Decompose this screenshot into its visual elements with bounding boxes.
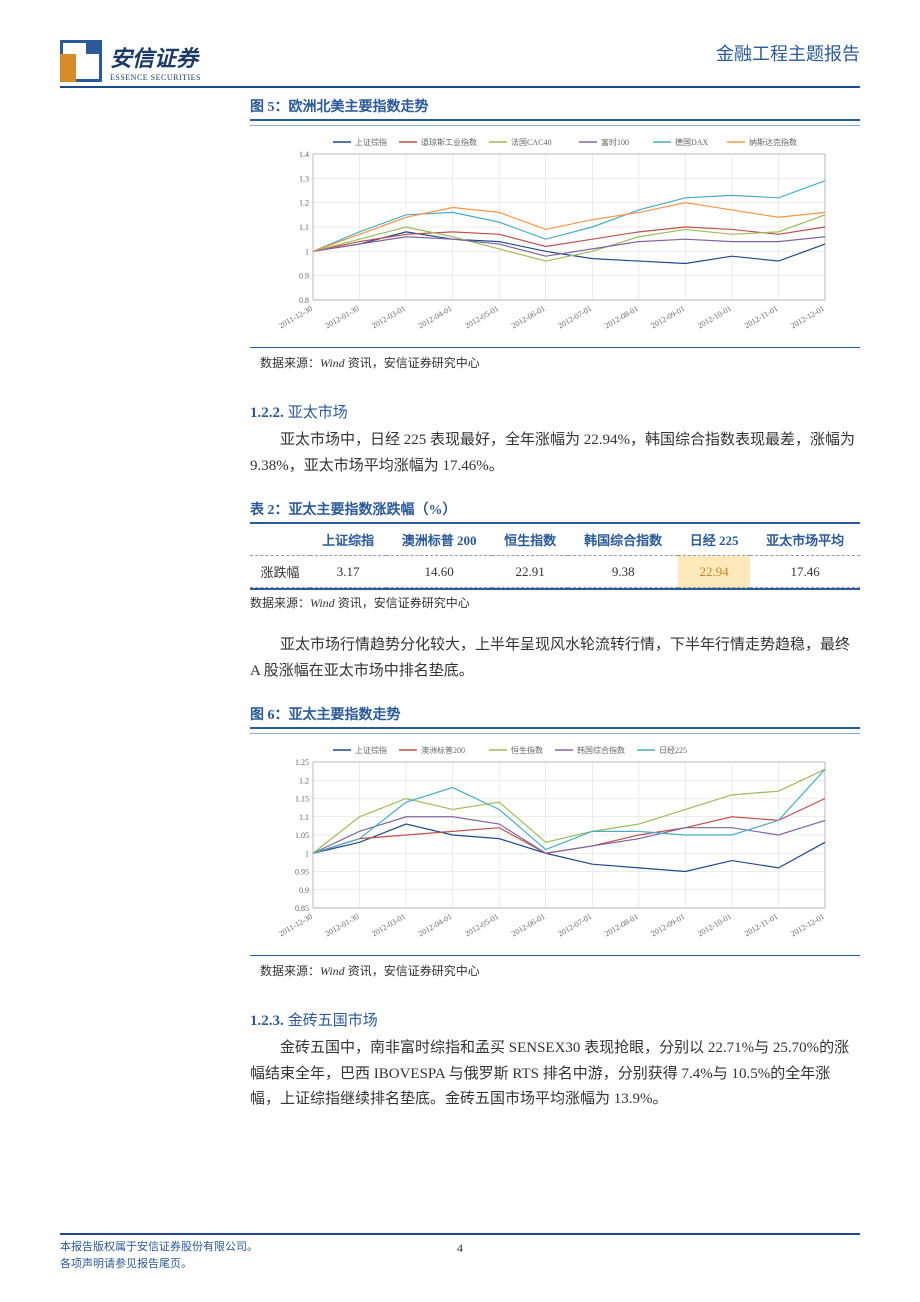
- sect-123-title: 金砖五国市场: [288, 1013, 378, 1029]
- footer: 本报告版权属于安信证券股份有限公司。 各项声明请参见报告尾页。 4: [60, 1233, 860, 1272]
- svg-text:2012-01-30: 2012-01-30: [324, 304, 361, 330]
- svg-text:2012-09-01: 2012-09-01: [650, 912, 687, 938]
- logo-en: ESSENCE SECURITIES: [110, 73, 201, 82]
- footer-line2: 各项声明请参见报告尾页。: [60, 1256, 258, 1273]
- svg-text:0.9: 0.9: [299, 272, 309, 281]
- fig6-source: 数据来源：Wind 资讯，安信证券研究中心: [250, 962, 860, 979]
- svg-text:2012-05-01: 2012-05-01: [463, 912, 500, 938]
- sect-122-title: 亚太市场: [288, 405, 348, 421]
- svg-text:1.1: 1.1: [299, 223, 309, 232]
- fig5-source: 数据来源：Wind 资讯，安信证券研究中心: [250, 354, 860, 371]
- svg-text:德国DAX: 德国DAX: [675, 137, 709, 147]
- svg-text:法国CAC40: 法国CAC40: [511, 137, 551, 147]
- page-header: 安信证券 ESSENCE SECURITIES 金融工程主题报告: [60, 40, 860, 88]
- svg-text:2011-12-30: 2011-12-30: [277, 912, 314, 938]
- svg-text:2012-10-01: 2012-10-01: [696, 304, 733, 330]
- svg-text:1: 1: [305, 247, 309, 256]
- svg-text:上证综指: 上证综指: [355, 137, 387, 147]
- svg-text:2011-12-30: 2011-12-30: [277, 304, 314, 330]
- svg-text:1.15: 1.15: [295, 795, 309, 804]
- footer-line1: 本报告版权属于安信证券股份有限公司。: [60, 1239, 258, 1256]
- svg-text:恒生指数: 恒生指数: [511, 745, 543, 755]
- logo-cn: 安信证券: [110, 41, 201, 73]
- svg-text:1: 1: [305, 849, 309, 858]
- svg-text:2012-07-01: 2012-07-01: [556, 304, 593, 330]
- svg-text:富时100: 富时100: [601, 137, 629, 147]
- svg-text:上证综指: 上证综指: [355, 745, 387, 755]
- svg-text:2012-03-01: 2012-03-01: [370, 912, 407, 938]
- svg-text:韩国综合指数: 韩国综合指数: [577, 745, 625, 755]
- para-after-table: 亚太市场行情趋势分化较大，上半年呈现风水轮流转行情，下半年行情走势趋稳，最终 A…: [250, 633, 860, 684]
- svg-text:0.9: 0.9: [299, 886, 309, 895]
- svg-text:1.3: 1.3: [299, 174, 309, 183]
- table2-source: 数据来源：Wind 资讯，安信证券研究中心: [250, 594, 860, 611]
- fig5-chart: 0.8 0.9 1 1.1 1.2 1.3 1.4 2011-12-30 2012-01-30 2…: [250, 130, 860, 340]
- svg-text:2012-12-01: 2012-12-01: [789, 912, 826, 938]
- logo-icon: [60, 40, 102, 82]
- sect-123-para: 金砖五国中，南非富时综指和孟买 SENSEX30 表现抢眼，分别以 22.71%…: [250, 1036, 860, 1113]
- svg-text:2012-07-01: 2012-07-01: [556, 912, 593, 938]
- svg-text:2012-11-01: 2012-11-01: [743, 304, 780, 330]
- svg-text:2012-01-30: 2012-01-30: [324, 912, 361, 938]
- svg-text:0.8: 0.8: [299, 296, 309, 305]
- svg-text:2012-08-01: 2012-08-01: [603, 304, 640, 330]
- svg-text:纳斯达克指数: 纳斯达克指数: [749, 137, 797, 147]
- header-title: 金融工程主题报告: [716, 40, 860, 66]
- sect-122-num: 1.2.2.: [250, 405, 284, 421]
- fig5-chart-box: 0.8 0.9 1 1.1 1.2 1.3 1.4 2011-12-30 2012-01-30 2…: [250, 125, 860, 348]
- svg-text:澳洲标普200: 澳洲标普200: [421, 745, 465, 755]
- svg-text:2012-06-01: 2012-06-01: [510, 304, 547, 330]
- svg-text:1.1: 1.1: [299, 813, 309, 822]
- svg-text:2012-04-01: 2012-04-01: [417, 304, 454, 330]
- svg-text:1.05: 1.05: [295, 831, 309, 840]
- table2-title: 表 2：亚太主要指数涨跌幅（%）: [250, 499, 860, 524]
- fig5-title: 图 5：欧洲北美主要指数走势: [250, 96, 860, 121]
- svg-text:1.4: 1.4: [299, 150, 309, 159]
- svg-text:2012-04-01: 2012-04-01: [417, 912, 454, 938]
- svg-text:1.25: 1.25: [295, 758, 309, 767]
- svg-text:2012-05-01: 2012-05-01: [463, 304, 500, 330]
- svg-text:2012-03-01: 2012-03-01: [370, 304, 407, 330]
- logo: 安信证券 ESSENCE SECURITIES: [60, 40, 201, 82]
- svg-text:1.2: 1.2: [299, 776, 309, 785]
- page-number: 4: [457, 1241, 463, 1256]
- svg-text:2012-08-01: 2012-08-01: [603, 912, 640, 938]
- svg-text:0.95: 0.95: [295, 868, 309, 877]
- svg-text:0.85: 0.85: [295, 904, 309, 913]
- fig6-chart-box: 0.85 0.9 0.95 1 1.05 1.1 1.15 1.2 1.25 2011-12-30…: [250, 733, 860, 956]
- fig6-chart: 0.85 0.9 0.95 1 1.05 1.1 1.15 1.2 1.25 2011-12-30…: [250, 738, 860, 948]
- table2: 上证综指澳洲标普 200恒生指数韩国综合指数日经 225亚太市场平均涨跌幅3.1…: [250, 524, 860, 590]
- svg-text:2012-11-01: 2012-11-01: [743, 912, 780, 938]
- svg-text:2012-06-01: 2012-06-01: [510, 912, 547, 938]
- svg-text:2012-10-01: 2012-10-01: [696, 912, 733, 938]
- svg-text:道琼斯工业指数: 道琼斯工业指数: [421, 137, 477, 147]
- svg-text:2012-12-01: 2012-12-01: [789, 304, 826, 330]
- svg-text:日经225: 日经225: [659, 745, 687, 755]
- sect-123-num: 1.2.3.: [250, 1013, 284, 1029]
- fig6-title: 图 6：亚太主要指数走势: [250, 704, 860, 729]
- sect-122-para: 亚太市场中，日经 225 表现最好，全年涨幅为 22.94%，韩国综合指数表现最…: [250, 428, 860, 479]
- svg-text:1.2: 1.2: [299, 199, 309, 208]
- svg-text:2012-09-01: 2012-09-01: [650, 304, 687, 330]
